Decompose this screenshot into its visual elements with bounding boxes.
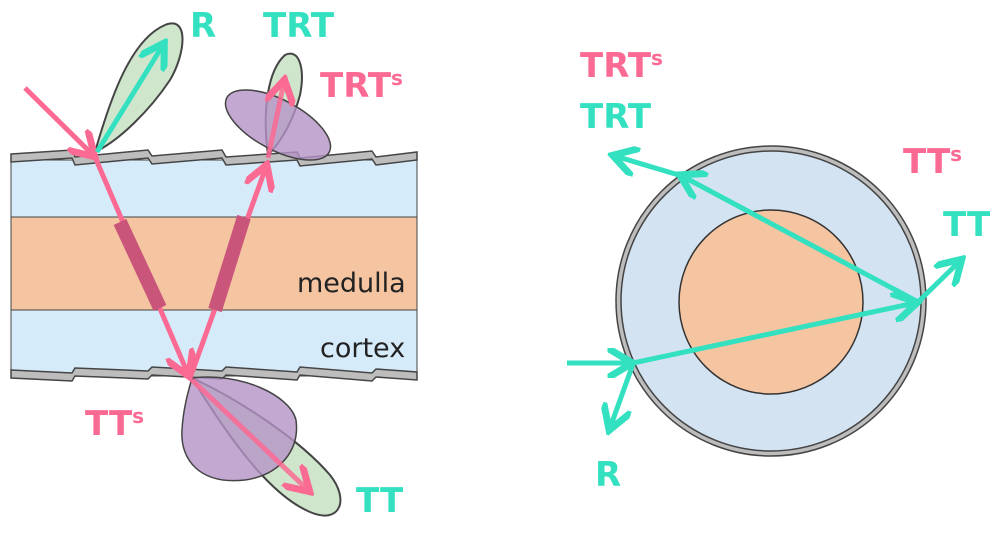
hair-cross-section: TRTs TRT TTs TT R bbox=[567, 46, 991, 495]
medulla-segment-up bbox=[208, 214, 251, 313]
r-arrow bbox=[94, 45, 163, 154]
medulla-segment-down bbox=[113, 219, 167, 311]
tts-label: TTs bbox=[85, 404, 144, 444]
cortex-lower bbox=[10, 309, 418, 377]
hair-longitudinal-section: medulla cortex R TRT TRTs TTs TT bbox=[10, 6, 418, 521]
r-label: R bbox=[595, 455, 621, 495]
tts-label: TTs bbox=[903, 142, 962, 182]
incident-ray bbox=[23, 86, 93, 155]
medulla-label: medulla bbox=[297, 268, 406, 299]
cuticle-bottom bbox=[10, 366, 418, 382]
tt-arrow bbox=[190, 378, 308, 490]
trt-label: TRT bbox=[580, 97, 652, 137]
trts-label: TRTs bbox=[320, 66, 403, 106]
cortex-label: cortex bbox=[320, 333, 405, 364]
medulla-disc bbox=[678, 209, 864, 395]
trts-label: TRTs bbox=[580, 46, 663, 86]
tt-label: TT bbox=[943, 205, 991, 245]
cuticle-top bbox=[10, 149, 418, 167]
cortex-upper bbox=[10, 159, 418, 219]
transmitted-ray bbox=[632, 303, 915, 366]
trt-label: TRT bbox=[263, 6, 335, 46]
reflected-ray bbox=[682, 176, 920, 305]
tt-label: TT bbox=[356, 481, 404, 521]
tt-arrow bbox=[916, 261, 960, 304]
trt-arrow bbox=[615, 156, 683, 179]
r-arrow bbox=[610, 363, 636, 428]
trt-arrow bbox=[268, 82, 284, 159]
r-label: R bbox=[190, 6, 216, 46]
